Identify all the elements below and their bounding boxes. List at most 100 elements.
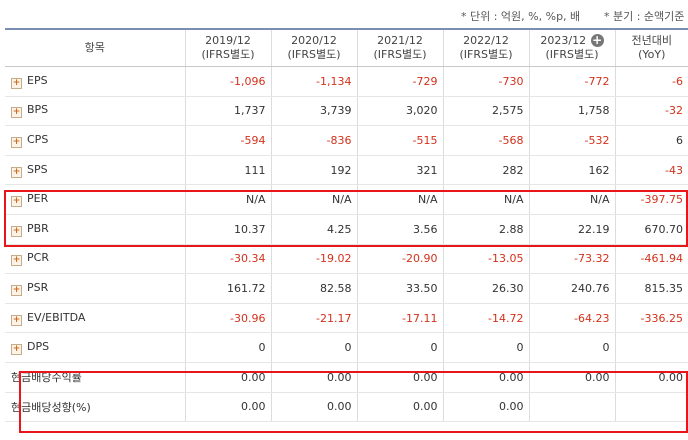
col-header-2020: 2020/12 (IFRS별도) bbox=[270, 28, 357, 67]
value-cell: 162 bbox=[528, 155, 615, 186]
expand-icon[interactable]: + bbox=[11, 284, 22, 296]
value-cell: 3,739 bbox=[270, 96, 357, 127]
value-cell: -30.96 bbox=[184, 303, 271, 334]
expand-icon[interactable]: + bbox=[11, 166, 22, 178]
expand-icon[interactable]: + bbox=[11, 196, 22, 208]
value-cell: 0.00 bbox=[270, 362, 357, 393]
value-cell: 10.37 bbox=[184, 214, 271, 245]
table-row-bps: + BPS 1,737 3,739 3,020 2,575 1,758 -32 bbox=[5, 96, 688, 127]
expand-icon[interactable]: + bbox=[11, 344, 22, 356]
row-label[interactable]: + EV/EBITDA bbox=[5, 303, 185, 334]
table-row-payout-ratio: 현금배당성향(%) 0.00 0.00 0.00 0.00 bbox=[5, 392, 688, 423]
value-cell: -14.72 bbox=[442, 303, 529, 334]
yoy-cell bbox=[614, 392, 688, 423]
units-note: * 단위 : 억원, %, %p, 배 bbox=[461, 10, 581, 23]
table-row-per: + PER N/A N/A N/A N/A N/A -397.75 bbox=[5, 184, 688, 215]
table-row-dps: + DPS 0 0 0 0 0 bbox=[5, 332, 688, 363]
expand-icon[interactable]: + bbox=[11, 107, 22, 119]
value-cell: 2.88 bbox=[442, 214, 529, 245]
value-cell: 1,737 bbox=[184, 96, 271, 127]
row-label[interactable]: + SPS bbox=[5, 155, 185, 186]
value-cell: 0.00 bbox=[356, 362, 443, 393]
value-cell: 0 bbox=[184, 332, 271, 363]
value-cell: -64.23 bbox=[528, 303, 615, 334]
investment-indicators-table: 항목 2019/12 (IFRS별도) 2020/12 (IFRS별도) 2021/… bbox=[5, 28, 688, 423]
header-row: 항목 2019/12 (IFRS별도) 2020/12 (IFRS별도) 2021/… bbox=[5, 28, 688, 67]
col-header-2019: 2019/12 (IFRS별도) bbox=[184, 28, 271, 67]
row-label[interactable]: + DPS bbox=[5, 332, 185, 363]
value-cell bbox=[528, 392, 615, 423]
value-cell: -532 bbox=[528, 125, 615, 156]
row-label[interactable]: + PSR bbox=[5, 273, 185, 304]
expand-icon[interactable]: + bbox=[11, 314, 22, 326]
yoy-cell: -43 bbox=[614, 155, 688, 186]
value-cell: -20.90 bbox=[356, 244, 443, 275]
period-basis-note: * 분기 : 순액기준 bbox=[604, 10, 685, 23]
row-label[interactable]: + BPS bbox=[5, 96, 185, 127]
table-row-dividend-yield: 현금배당수익률 0.00 0.00 0.00 0.00 0.00 0.00 bbox=[5, 362, 688, 393]
value-cell: 192 bbox=[270, 155, 357, 186]
value-cell: 0.00 bbox=[528, 362, 615, 393]
value-cell: -515 bbox=[356, 125, 443, 156]
col-header-yoy: 전년대비 (YoY) bbox=[614, 28, 688, 67]
value-cell: -836 bbox=[270, 125, 357, 156]
row-label: 현금배당성향(%) bbox=[5, 392, 185, 423]
value-cell: 2,575 bbox=[442, 96, 529, 127]
units-bar: * 단위 : 억원, %, %p, 배 * 분기 : 순액기준 bbox=[0, 4, 688, 26]
table-row-cps: + CPS -594 -836 -515 -568 -532 6 bbox=[5, 125, 688, 156]
value-cell: 1,758 bbox=[528, 96, 615, 127]
value-cell: 22.19 bbox=[528, 214, 615, 245]
value-cell: 0.00 bbox=[184, 392, 271, 423]
yoy-cell: 670.70 bbox=[614, 214, 688, 245]
add-period-icon[interactable]: + bbox=[590, 33, 604, 47]
value-cell: N/A bbox=[528, 184, 615, 215]
expand-icon[interactable]: + bbox=[11, 225, 22, 237]
value-cell: -13.05 bbox=[442, 244, 529, 275]
row-label[interactable]: + EPS bbox=[5, 66, 185, 97]
row-label[interactable]: + PER bbox=[5, 184, 185, 215]
value-cell: 321 bbox=[356, 155, 443, 186]
value-cell: -21.17 bbox=[270, 303, 357, 334]
value-cell: N/A bbox=[184, 184, 271, 215]
value-cell: N/A bbox=[270, 184, 357, 215]
col-header-2021: 2021/12 (IFRS별도) bbox=[356, 28, 443, 67]
table-row-sps: + SPS 111 192 321 282 162 -43 bbox=[5, 155, 688, 186]
value-cell: 282 bbox=[442, 155, 529, 186]
expand-icon[interactable]: + bbox=[11, 77, 22, 89]
row-label[interactable]: + CPS bbox=[5, 125, 185, 156]
yoy-cell: -336.25 bbox=[614, 303, 688, 334]
table-row-ev-ebitda: + EV/EBITDA -30.96 -21.17 -17.11 -14.72 -64.23… bbox=[5, 303, 688, 334]
value-cell: -594 bbox=[184, 125, 271, 156]
value-cell: 3.56 bbox=[356, 214, 443, 245]
value-cell: 0 bbox=[442, 332, 529, 363]
col-header-item: 항목 bbox=[5, 28, 185, 67]
yoy-cell bbox=[614, 332, 688, 363]
value-cell: -568 bbox=[442, 125, 529, 156]
col-header-2022: 2022/12 (IFRS별도) bbox=[442, 28, 529, 67]
value-cell: 0 bbox=[356, 332, 443, 363]
value-cell: 0.00 bbox=[442, 362, 529, 393]
value-cell: 82.58 bbox=[270, 273, 357, 304]
expand-icon[interactable]: + bbox=[11, 255, 22, 267]
table-row-psr: + PSR 161.72 82.58 33.50 26.30 240.76 815.35 bbox=[5, 273, 688, 304]
table-row-eps: + EPS -1,096 -1,134 -729 -730 -772 -6 bbox=[5, 66, 688, 97]
value-cell: 0.00 bbox=[184, 362, 271, 393]
table-row-pcr: + PCR -30.34 -19.02 -20.90 -13.05 -73.32 -461.9… bbox=[5, 244, 688, 275]
row-label: 현금배당수익률 bbox=[5, 362, 185, 393]
value-cell: 0 bbox=[270, 332, 357, 363]
value-cell: N/A bbox=[356, 184, 443, 215]
value-cell: 4.25 bbox=[270, 214, 357, 245]
row-label[interactable]: + PCR bbox=[5, 244, 185, 275]
value-cell: -1,096 bbox=[184, 66, 271, 97]
expand-icon[interactable]: + bbox=[11, 136, 22, 148]
yoy-cell: 6 bbox=[614, 125, 688, 156]
value-cell: 26.30 bbox=[442, 273, 529, 304]
value-cell: -30.34 bbox=[184, 244, 271, 275]
value-cell: -17.11 bbox=[356, 303, 443, 334]
yoy-cell: 815.35 bbox=[614, 273, 688, 304]
yoy-cell: -32 bbox=[614, 96, 688, 127]
yoy-cell: -461.94 bbox=[614, 244, 688, 275]
value-cell: 111 bbox=[184, 155, 271, 186]
row-label[interactable]: + PBR bbox=[5, 214, 185, 245]
yoy-cell: -6 bbox=[614, 66, 688, 97]
